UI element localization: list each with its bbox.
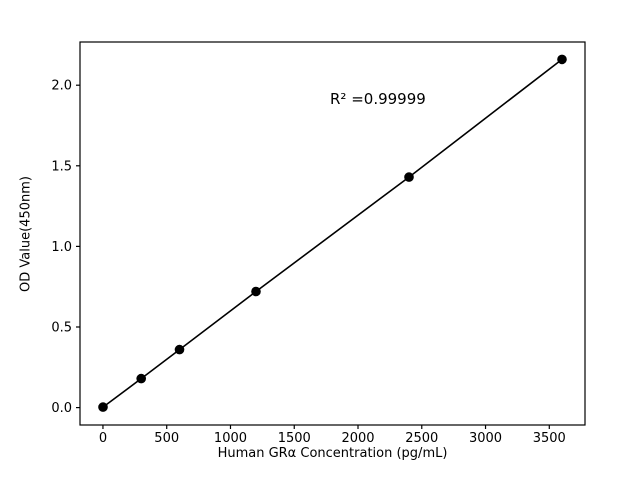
y-tick-label: 0.5	[51, 320, 72, 335]
y-tick-label: 0.0	[51, 401, 72, 416]
x-tick-label: 2000	[341, 431, 374, 446]
x-tick-label: 2500	[405, 431, 438, 446]
axes-frame	[79, 41, 586, 426]
x-tick-label: 3500	[533, 431, 566, 446]
fit-line	[102, 58, 563, 408]
data-point	[404, 172, 414, 182]
x-tick-label: 0	[99, 431, 107, 446]
x-tick-label: 1000	[214, 431, 247, 446]
data-point	[174, 344, 185, 355]
y-tick-label: 1.0	[51, 240, 72, 255]
y-axis-label: OD Value(450nm)	[18, 176, 34, 292]
y-tick-label: 1.5	[51, 159, 72, 174]
data-point	[251, 286, 261, 297]
x-axis-label: Human GRα Concentration (pg/mL)	[217, 446, 448, 461]
r-squared-annotation: R² =0.99999	[330, 90, 426, 108]
data-point	[98, 402, 108, 412]
data-point	[136, 373, 146, 384]
x-tick-label: 1500	[278, 431, 311, 446]
data-point	[557, 54, 567, 65]
x-tick-label: 3000	[469, 431, 502, 446]
x-tick-label: 500	[154, 431, 179, 446]
y-tick-label: 2.0	[51, 79, 72, 94]
